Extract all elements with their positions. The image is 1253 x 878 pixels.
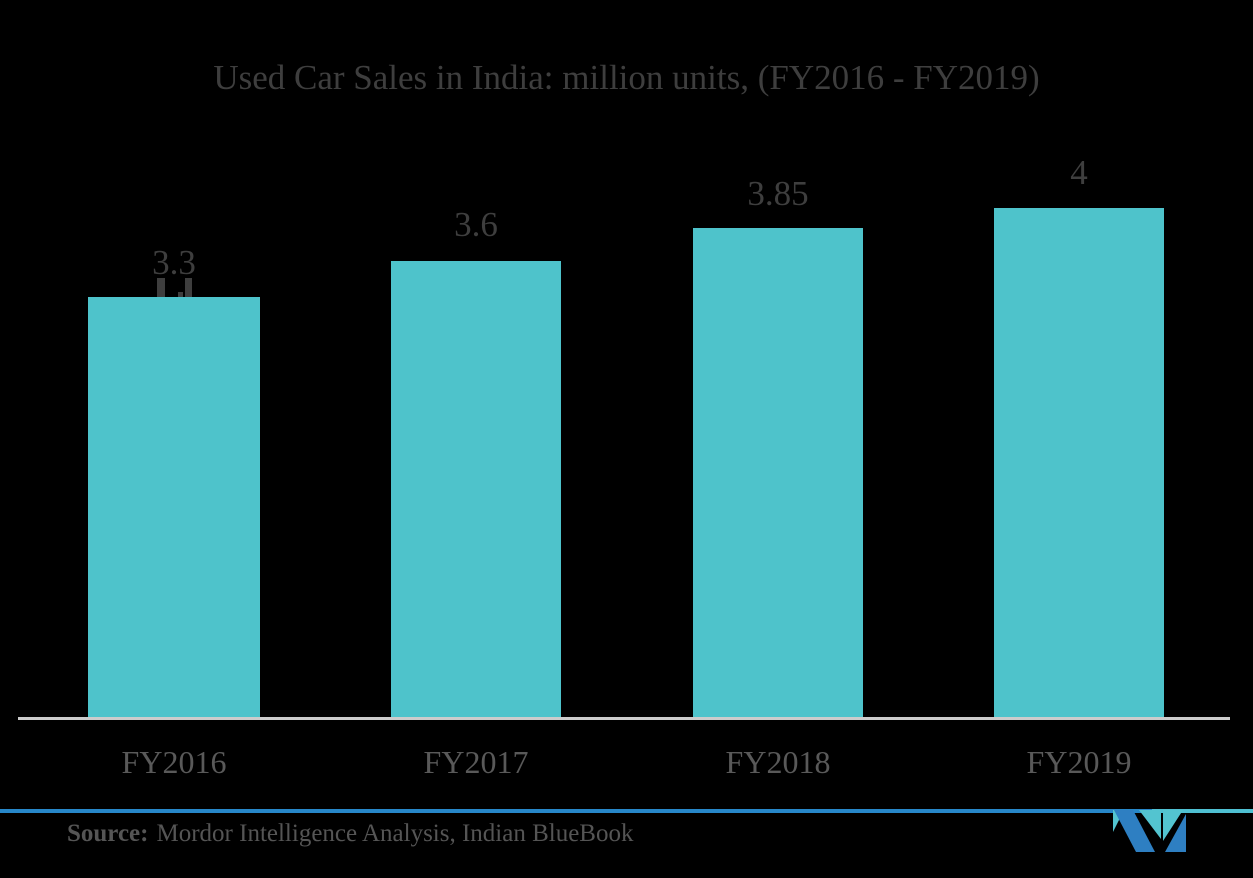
- source-label: Source:: [67, 820, 149, 847]
- chart-title: Used Car Sales in India: million units, …: [213, 58, 1040, 97]
- x-tick-label-fy2018: FY2018: [725, 744, 831, 780]
- x-tick-label-fy2016: FY2016: [121, 744, 227, 780]
- x-axis-line: [18, 717, 1230, 720]
- x-tick-label-fy2017: FY2017: [423, 744, 529, 780]
- label-artifact: [157, 278, 165, 297]
- bar-fy2016: [88, 297, 260, 718]
- bar-fy2019: [994, 208, 1164, 718]
- value-label-fy2016: 3.3: [152, 243, 196, 282]
- mordor-intelligence-logo: [1113, 810, 1186, 852]
- footer-separator-teal: [1152, 809, 1253, 813]
- value-label-fy2018: 3.85: [747, 174, 809, 213]
- bar-fy2017: [391, 261, 561, 718]
- bar-fy2018: [693, 228, 863, 718]
- value-label-fy2019: 4: [1070, 153, 1088, 192]
- label-artifact: [178, 292, 183, 297]
- source-text: Mordor Intelligence Analysis, Indian Blu…: [156, 820, 634, 847]
- source-attribution: Source: Mordor Intelligence Analysis, Ind…: [67, 820, 634, 848]
- label-artifact: [185, 278, 192, 297]
- x-tick-label-fy2019: FY2019: [1026, 744, 1132, 780]
- value-label-fy2017: 3.6: [454, 205, 498, 244]
- footer-separator-blue: [0, 809, 1152, 813]
